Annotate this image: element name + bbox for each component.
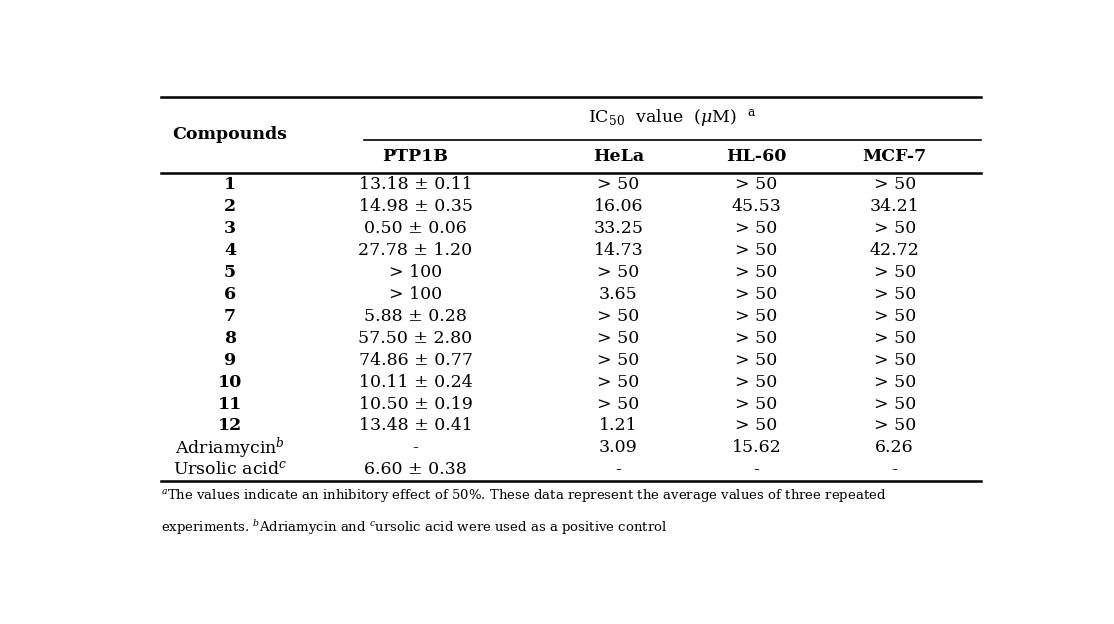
Text: Adriamycin$^{b}$: Adriamycin$^{b}$: [175, 436, 285, 461]
Text: > 50: > 50: [873, 396, 916, 412]
Text: > 50: > 50: [873, 351, 916, 369]
Text: > 50: > 50: [735, 374, 778, 391]
Text: > 50: > 50: [873, 329, 916, 346]
Text: > 50: > 50: [597, 176, 639, 193]
Text: 27.78 ± 1.20: 27.78 ± 1.20: [359, 241, 472, 259]
Text: 9: 9: [224, 351, 236, 369]
Text: 10: 10: [217, 374, 242, 391]
Text: > 50: > 50: [597, 308, 639, 324]
Text: 10.11 ± 0.24: 10.11 ± 0.24: [359, 374, 472, 391]
Text: > 50: > 50: [597, 374, 639, 391]
Text: IC$_{50}$  value  ($\mu$M)  $^{\mathregular{a}}$: IC$_{50}$ value ($\mu$M) $^{\mathregular…: [588, 107, 756, 129]
Text: 13.48 ± 0.41: 13.48 ± 0.41: [359, 417, 472, 434]
Text: 5.88 ± 0.28: 5.88 ± 0.28: [364, 308, 467, 324]
Text: 3.09: 3.09: [599, 439, 638, 456]
Text: 3.65: 3.65: [599, 286, 638, 303]
Text: > 50: > 50: [597, 396, 639, 412]
Text: 8: 8: [224, 329, 236, 346]
Text: 11: 11: [217, 396, 242, 412]
Text: > 50: > 50: [735, 286, 778, 303]
Text: > 50: > 50: [735, 220, 778, 236]
Text: -: -: [753, 461, 760, 479]
Text: > 50: > 50: [735, 176, 778, 193]
Text: 6.60 ± 0.38: 6.60 ± 0.38: [364, 461, 467, 479]
Text: > 50: > 50: [597, 329, 639, 346]
Text: > 50: > 50: [735, 241, 778, 259]
Text: > 50: > 50: [873, 220, 916, 236]
Text: 14.98 ± 0.35: 14.98 ± 0.35: [359, 198, 472, 215]
Text: 34.21: 34.21: [870, 198, 919, 215]
Text: 14.73: 14.73: [594, 241, 643, 259]
Text: > 50: > 50: [873, 264, 916, 281]
Text: > 100: > 100: [389, 286, 442, 303]
Text: -: -: [615, 461, 622, 479]
Text: Ursolic acid$^{c}$: Ursolic acid$^{c}$: [173, 461, 287, 479]
Text: PTP1B: PTP1B: [382, 148, 449, 165]
Text: 4: 4: [224, 241, 236, 259]
Text: 12: 12: [218, 417, 242, 434]
Text: 6.26: 6.26: [876, 439, 913, 456]
Text: Compounds: Compounds: [173, 127, 287, 144]
Text: > 50: > 50: [735, 351, 778, 369]
Text: > 50: > 50: [873, 374, 916, 391]
Text: > 50: > 50: [873, 286, 916, 303]
Text: > 50: > 50: [735, 417, 778, 434]
Text: -: -: [412, 439, 419, 456]
Text: MCF-7: MCF-7: [862, 148, 927, 165]
Text: > 50: > 50: [873, 308, 916, 324]
Text: > 50: > 50: [597, 351, 639, 369]
Text: 45.53: 45.53: [732, 198, 782, 215]
Text: > 100: > 100: [389, 264, 442, 281]
Text: 7: 7: [224, 308, 236, 324]
Text: 3: 3: [224, 220, 236, 236]
Text: 42.72: 42.72: [870, 241, 920, 259]
Text: -: -: [891, 461, 898, 479]
Text: 1: 1: [224, 176, 236, 193]
Text: 74.86 ± 0.77: 74.86 ± 0.77: [359, 351, 472, 369]
Text: HeLa: HeLa: [593, 148, 644, 165]
Text: > 50: > 50: [735, 308, 778, 324]
Text: $^{a}$The values indicate an inhibitory effect of 50%. These data represent the : $^{a}$The values indicate an inhibitory …: [160, 487, 887, 504]
Text: > 50: > 50: [597, 264, 639, 281]
Text: 2: 2: [224, 198, 236, 215]
Text: HL-60: HL-60: [726, 148, 786, 165]
Text: 16.06: 16.06: [594, 198, 643, 215]
Text: 0.50 ± 0.06: 0.50 ± 0.06: [364, 220, 467, 236]
Text: experiments. $^{b}$Adriamycin and $^{c}$ursolic acid were used as a positive con: experiments. $^{b}$Adriamycin and $^{c}$…: [160, 518, 667, 537]
Text: 15.62: 15.62: [732, 439, 781, 456]
Text: 13.18 ± 0.11: 13.18 ± 0.11: [359, 176, 472, 193]
Text: > 50: > 50: [873, 417, 916, 434]
Text: > 50: > 50: [735, 329, 778, 346]
Text: 57.50 ± 2.80: 57.50 ± 2.80: [359, 329, 472, 346]
Text: 6: 6: [224, 286, 236, 303]
Text: > 50: > 50: [735, 396, 778, 412]
Text: 10.50 ± 0.19: 10.50 ± 0.19: [359, 396, 472, 412]
Text: 1.21: 1.21: [599, 417, 637, 434]
Text: 5: 5: [224, 264, 236, 281]
Text: > 50: > 50: [735, 264, 778, 281]
Text: 33.25: 33.25: [594, 220, 644, 236]
Text: > 50: > 50: [873, 176, 916, 193]
